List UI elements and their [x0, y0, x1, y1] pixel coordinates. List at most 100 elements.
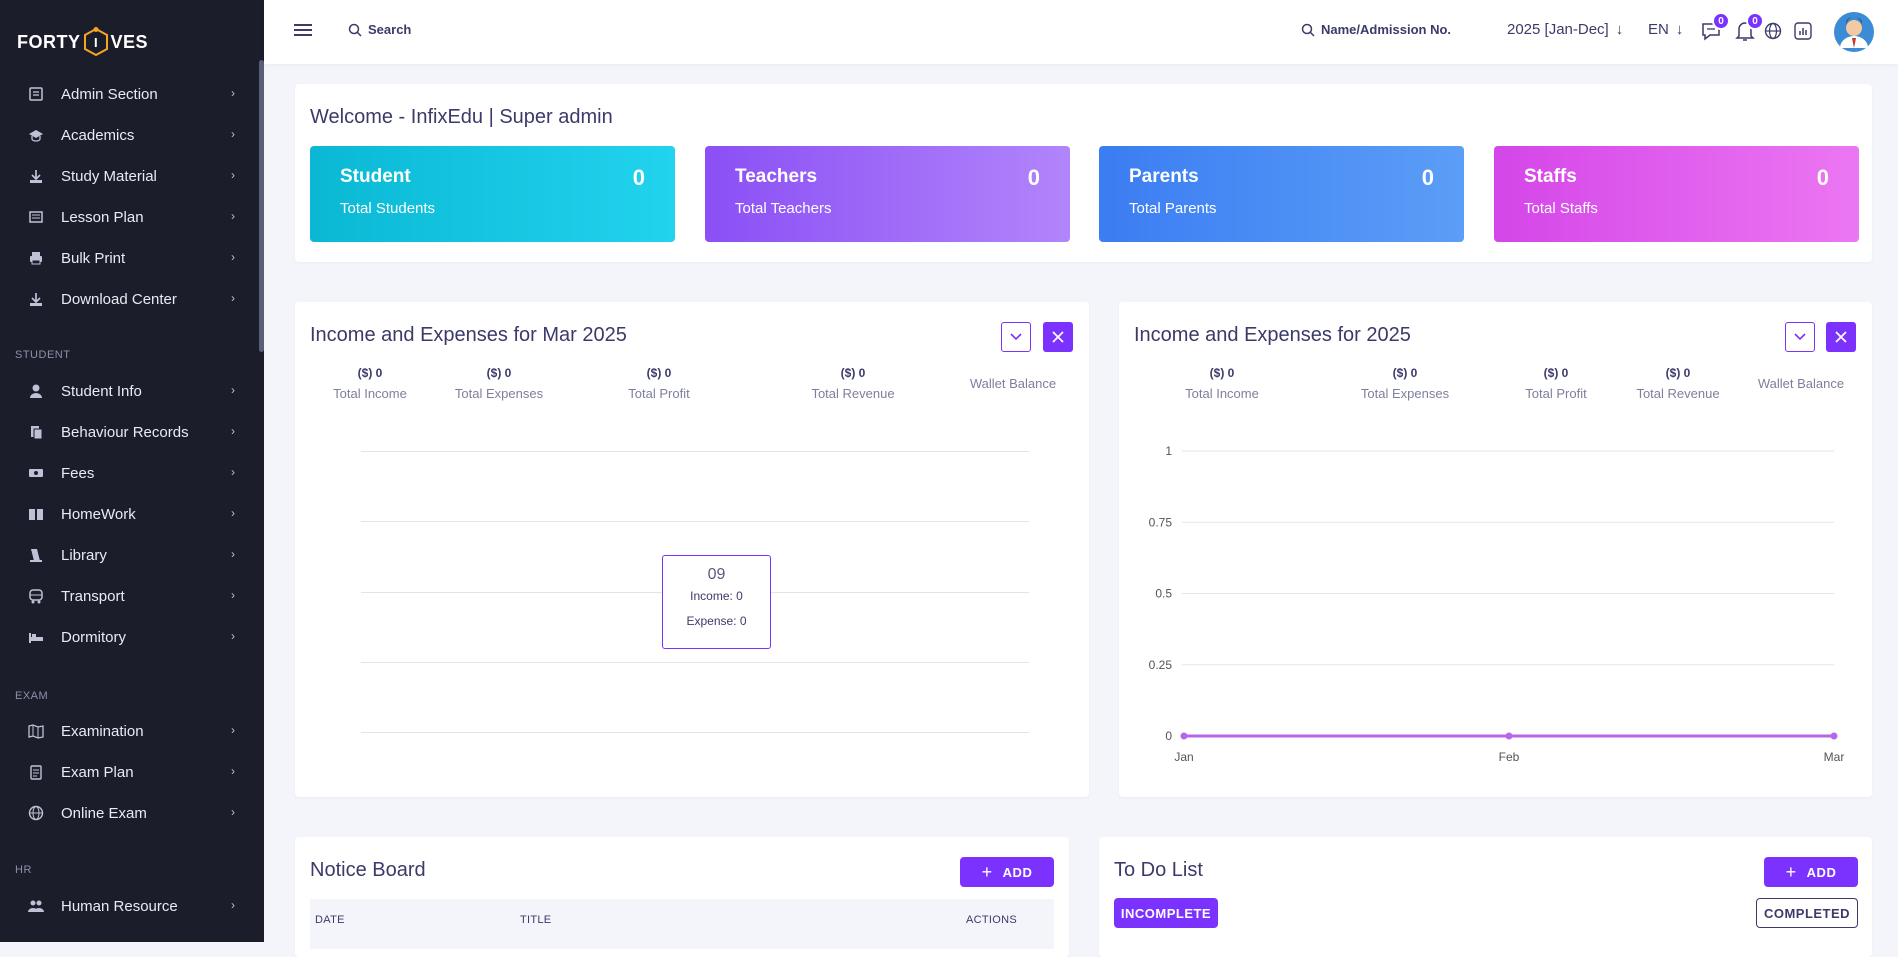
globe-icon [28, 805, 44, 821]
stat-subtitle: Total Teachers [735, 200, 832, 217]
sidebar-item-fees[interactable]: Fees › [0, 453, 259, 493]
reports-icon[interactable] [1794, 22, 1812, 40]
sidebar-item-label: Study Material [61, 167, 157, 185]
top-bar: Search Name/Admission No. 2025 [Jan-Dec]… [264, 0, 1898, 64]
summary-total-expenses: ($) 0 Total Expenses [1345, 366, 1465, 401]
sidebar-item-student-info[interactable]: Student Info › [0, 371, 259, 411]
sidebar-item-homework[interactable]: HomeWork › [0, 494, 259, 534]
library-icon [28, 547, 44, 563]
sidebar-item-label: Dormitory [61, 628, 127, 646]
messages-button[interactable]: 0 [1700, 12, 1730, 42]
collapse-button[interactable] [1001, 322, 1031, 352]
stat-value: 0 [1421, 165, 1434, 190]
chart-tooltip: 09 Income: 0 Expense: 0 [662, 555, 771, 649]
sidebar-item-label: Download Center [61, 290, 177, 308]
add-todo-label: ADD [1806, 864, 1837, 880]
collapse-button[interactable] [1785, 322, 1815, 352]
sidebar-item-library[interactable]: Library › [0, 535, 259, 575]
admission-search[interactable]: Name/Admission No. [1301, 22, 1451, 37]
sidebar-item-study-material[interactable]: Study Material › [0, 156, 259, 196]
website-globe-icon[interactable] [1764, 22, 1782, 40]
stat-card-parents[interactable]: Parents Total Parents 0 [1099, 146, 1464, 242]
close-button[interactable] [1043, 322, 1073, 352]
notifications-button[interactable]: 0 [1735, 12, 1764, 42]
chevron-right-icon: › [231, 805, 235, 819]
chart-gridline [361, 451, 1029, 452]
sidebar-item-label: Human Resource [61, 897, 178, 915]
y-tick-label: 0 [1165, 729, 1172, 743]
sidebar-item-exam-plan[interactable]: Exam Plan › [0, 752, 259, 792]
notice-board-title: Notice Board [310, 859, 426, 881]
money-icon [28, 465, 44, 481]
summary-total-revenue: ($) 0 Total Revenue [1618, 366, 1738, 401]
summary-total-expenses: ($) 0 Total Expenses [439, 366, 559, 401]
user-icon [28, 383, 44, 399]
table-header: DATE TITLE ACTIONS [310, 899, 1054, 949]
summary-label: Total Profit [628, 386, 690, 401]
chevron-right-icon: › [231, 547, 235, 561]
sidebar-item-online-exam[interactable]: Online Exam › [0, 793, 259, 833]
data-point[interactable] [1505, 732, 1513, 740]
sidebar-item-transport[interactable]: Transport › [0, 576, 259, 616]
summary-label: Total Revenue [811, 386, 895, 401]
sidebar-item-dormitory[interactable]: Dormitory › [0, 617, 259, 657]
tooltip-income: Income: 0 [690, 589, 743, 603]
close-button[interactable] [1826, 322, 1856, 352]
user-avatar[interactable] [1834, 12, 1874, 52]
year-selector[interactable]: 2025 [Jan-Dec] ↓ [1507, 21, 1623, 38]
stat-title: Teachers [735, 166, 818, 187]
summary-total-profit: ($) 0 Total Profit [599, 366, 719, 401]
chevron-right-icon: › [231, 898, 235, 912]
sidebar-item-bulk-print[interactable]: Bulk Print › [0, 238, 259, 278]
summary-amount: ($) 0 [1392, 366, 1418, 380]
summary-label: Total Revenue [1636, 386, 1720, 401]
sidebar-item-lesson-plan[interactable]: Lesson Plan › [0, 197, 259, 237]
summary-amount: ($) 0 [646, 366, 672, 380]
data-point[interactable] [1180, 732, 1188, 740]
sidebar-scrollbar[interactable] [259, 60, 264, 352]
top-search[interactable]: Search [348, 22, 411, 37]
x-tick-label: Jan [1174, 750, 1193, 764]
add-notice-label: ADD [1002, 864, 1033, 880]
plus-icon: + [1785, 861, 1797, 882]
chevron-right-icon: › [231, 209, 235, 223]
summary-label: Total Income [333, 386, 407, 401]
sidebar-item-label: Behaviour Records [61, 423, 189, 441]
completed-tab[interactable]: COMPLETED [1756, 898, 1858, 928]
summary-total-profit: ($) 0 Total Profit [1496, 366, 1616, 401]
sidebar-section-label: HR [15, 864, 32, 876]
sidebar-item-behaviour-records[interactable]: Behaviour Records › [0, 412, 259, 452]
stat-card-student[interactable]: Student Total Students 0 [310, 146, 675, 242]
map-icon [28, 723, 44, 739]
sidebar-item-examination[interactable]: Examination › [0, 711, 259, 751]
incomplete-tab[interactable]: INCOMPLETE [1114, 898, 1218, 928]
add-notice-button[interactable]: + ADD [960, 857, 1054, 887]
summary-amount: ($) 0 [357, 366, 383, 380]
search-input[interactable]: Search [368, 22, 412, 37]
sidebar-item-human-resource[interactable]: Human Resource › [0, 886, 259, 926]
sidebar-item-label: Admin Section [61, 85, 158, 103]
stat-card-staffs[interactable]: Staffs Total Staffs 0 [1494, 146, 1859, 242]
bus-icon [28, 588, 44, 604]
data-point[interactable] [1830, 732, 1838, 740]
sidebar-item-download-center[interactable]: Download Center › [0, 279, 259, 319]
brand-logo[interactable]: FORTY I VES [17, 22, 148, 62]
chevron-right-icon: › [231, 250, 235, 264]
chevron-right-icon: › [231, 723, 235, 737]
notice-board-card: Notice Board + ADD DATE TITLE ACTIONS [295, 837, 1069, 957]
monthly-income-card: Income and Expenses for Mar 2025 ($) 0 T… [295, 302, 1089, 797]
chevron-right-icon: › [231, 86, 235, 100]
book-icon [28, 506, 44, 522]
stat-card-teachers[interactable]: Teachers Total Teachers 0 [705, 146, 1070, 242]
admission-search-input[interactable]: Name/Admission No. [1321, 22, 1452, 37]
sidebar-item-admin-section[interactable]: Admin Section › [0, 74, 259, 114]
stat-subtitle: Total Parents [1129, 200, 1217, 217]
hamburger-menu-icon[interactable] [294, 22, 312, 38]
add-todo-button[interactable]: + ADD [1764, 857, 1858, 887]
stat-subtitle: Total Students [340, 200, 436, 217]
language-selector[interactable]: EN ↓ [1648, 21, 1683, 38]
sidebar-item-academics[interactable]: Academics › [0, 115, 259, 155]
download-icon [28, 168, 44, 184]
summary-label: Wallet Balance [969, 376, 1057, 391]
sidebar-item-label: Student Info [61, 382, 142, 400]
